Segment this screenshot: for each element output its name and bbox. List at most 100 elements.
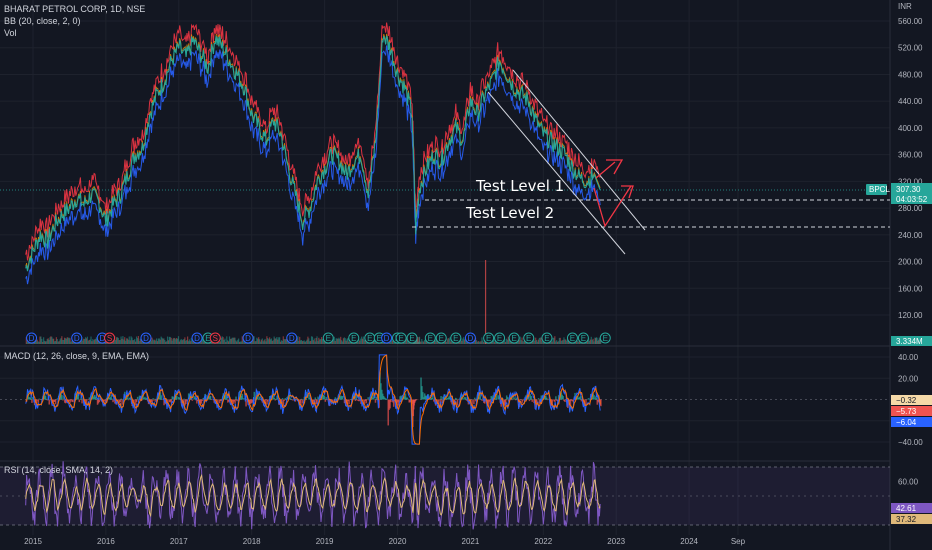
- macd-histogram-bar: [561, 394, 564, 400]
- macd-histogram-bar: [283, 399, 286, 401]
- test-level-2-label[interactable]: Test Level 2: [465, 204, 554, 222]
- volume-bar: [150, 340, 152, 344]
- drawings[interactable]: Test Level 1 Test Level 2: [412, 69, 890, 255]
- volume-bar: [318, 337, 320, 344]
- vol-indicator-label[interactable]: Vol: [4, 28, 17, 38]
- price-tick-label: 160.00: [898, 284, 923, 293]
- volume-bar: [284, 339, 286, 344]
- volume-bar: [254, 341, 256, 344]
- macd-histogram-bar: [202, 397, 204, 400]
- volume-bar: [132, 340, 134, 344]
- macd-histogram-bar: [257, 395, 259, 400]
- macd-histogram-bar: [556, 399, 558, 401]
- channel-lower-line[interactable]: [487, 91, 626, 255]
- volume-bar: [556, 341, 559, 344]
- macd-histogram-bar: [397, 399, 399, 406]
- macd-histogram-bar: [36, 399, 39, 401]
- volume-bar: [64, 338, 67, 344]
- volume-bar: [155, 340, 157, 344]
- volume-bar: [36, 339, 38, 344]
- macd-histogram-bar: [233, 399, 235, 402]
- volume-bar: [423, 341, 425, 344]
- macd-histogram-bar: [196, 399, 198, 404]
- volume-bar-peak: [484, 260, 487, 344]
- macd-histogram-bar: [177, 396, 180, 400]
- time-axis[interactable]: 2015 2016 2017 2018 2019 2020 2021 2022 2023 2024…: [24, 537, 746, 546]
- event-marker-label: E: [570, 334, 575, 343]
- volume-bar: [479, 341, 481, 344]
- macd-histogram-bar: [433, 399, 435, 402]
- volume-bar: [191, 340, 193, 344]
- macd-histogram-bar: [384, 398, 387, 400]
- volume-bar: [533, 337, 535, 344]
- macd-histogram-bar: [163, 399, 165, 406]
- volume-bar: [481, 337, 483, 344]
- volume-bar: [63, 337, 66, 344]
- macd-histogram-bar: [231, 399, 234, 402]
- macd-histogram-bar: [54, 399, 57, 405]
- macd-histogram-bar: [358, 399, 360, 402]
- macd-histogram-bar: [63, 399, 66, 403]
- event-marker-icon: [191, 332, 203, 344]
- macd-histogram-bar: [571, 399, 574, 402]
- volume-bar: [55, 337, 57, 344]
- arrow-path-lower[interactable]: [593, 185, 632, 228]
- event-marker-label: E: [326, 334, 331, 343]
- macd-histogram-bar: [84, 399, 87, 401]
- macd-histogram-bar: [339, 396, 341, 400]
- arrow-path-upper[interactable]: [595, 161, 616, 179]
- volume-bar: [476, 341, 478, 344]
- macd-histogram-bar: [128, 397, 131, 400]
- channel-upper-line[interactable]: [512, 69, 646, 231]
- volume-bar: [114, 336, 116, 344]
- volume-bar: [595, 337, 597, 344]
- volume-bar: [390, 340, 392, 344]
- event-marker-label: E: [486, 334, 491, 343]
- event-markers[interactable]: DDDSDDESDDEEEEDEEEEEEDEEEEEEEE: [26, 332, 611, 344]
- macd-histogram-bar: [484, 399, 486, 404]
- macd-histogram-bar: [314, 397, 317, 400]
- macd-histogram-bar: [341, 396, 343, 400]
- rsi-series: [25, 461, 601, 530]
- symbol-badge: BPCL: [869, 185, 890, 194]
- volume-bar: [277, 339, 279, 344]
- volume-bar: [518, 340, 520, 344]
- event-marker-icon: [348, 332, 360, 344]
- chart-title[interactable]: BHARAT PETROL CORP, 1D, NSE: [4, 4, 145, 14]
- volume-bar: [67, 337, 69, 344]
- volume-bar: [51, 336, 53, 344]
- event-marker-icon: [577, 332, 589, 344]
- macd-histogram-bar: [331, 399, 334, 402]
- volume-bar: [91, 341, 93, 344]
- event-marker-label: D: [468, 334, 474, 343]
- macd-histogram-bar: [94, 396, 97, 400]
- macd-histogram-bar: [490, 395, 492, 400]
- price-axis[interactable]: 560.00 520.00 480.00 440.00 400.00 360.00 320.…: [898, 17, 923, 320]
- rsi-indicator-label[interactable]: RSI (14, close, SMA, 14, 2): [4, 465, 113, 475]
- volume-bar: [35, 340, 37, 344]
- test-level-1-label[interactable]: Test Level 1: [475, 177, 564, 195]
- macd-histogram-bar: [266, 399, 268, 405]
- bb-indicator-label[interactable]: BB (20, close, 2, 0): [4, 16, 81, 26]
- volume-bar: [139, 338, 141, 344]
- macd-indicator-label[interactable]: MACD (12, 26, close, 9, EMA, EMA): [4, 351, 149, 361]
- macd-histogram-bar: [356, 399, 358, 401]
- event-marker-label: D: [99, 334, 105, 343]
- macd-histogram-bar: [103, 399, 105, 404]
- macd-histogram-bar: [596, 399, 599, 405]
- macd-histogram-bar: [489, 399, 492, 404]
- macd-histogram-bar: [540, 395, 543, 400]
- volume-bar: [494, 341, 496, 344]
- macd-histogram-bar: [592, 393, 595, 400]
- event-marker-icon: [599, 332, 611, 344]
- volume-bar: [236, 341, 238, 344]
- rsi-axis[interactable]: 60.00: [898, 478, 919, 487]
- macd-histogram-bar: [325, 397, 328, 400]
- macd-badge-bg: [891, 417, 932, 427]
- time-tick-label: 2017: [170, 537, 188, 546]
- macd-histogram-bar: [81, 399, 83, 404]
- volume-bar: [94, 338, 97, 344]
- macd-histogram-bar: [125, 397, 128, 400]
- macd-histogram-bar: [194, 397, 196, 400]
